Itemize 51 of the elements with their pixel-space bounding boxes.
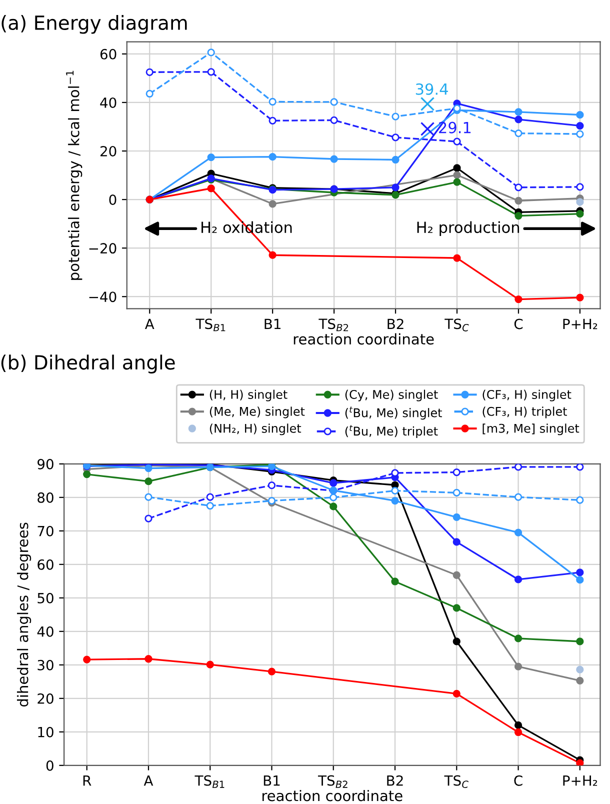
y-tick-label: 90 xyxy=(38,458,54,470)
y-tick-label: 50 xyxy=(38,592,54,604)
chart-title: (b) Dihedral angle xyxy=(1,354,175,374)
y-tick-label: 30 xyxy=(38,660,54,670)
y-tick-label: −40 xyxy=(89,292,116,302)
x-tick-label: R xyxy=(83,776,92,786)
legend-label: (Cy, Me) singlet xyxy=(345,390,438,402)
x-tick-label: P+H₂ xyxy=(563,318,598,330)
x-tick-label: B1 xyxy=(264,318,280,330)
chart-title: (a) Energy diagram xyxy=(2,14,187,34)
legend-label: (CF₃, H) singlet xyxy=(482,390,572,402)
y-axis-title: dihedral angles / degrees xyxy=(16,522,32,707)
legend-label: (Me, Me) singlet xyxy=(210,406,305,418)
x-tick-label: TS$_{B1}$ xyxy=(196,318,226,332)
y-tick-label: 20 xyxy=(100,146,116,156)
y-axis-title: potential energy / kcal mol$^{−1}$ xyxy=(66,70,82,280)
x-tick-label: A xyxy=(144,776,154,786)
legend-label: ($^{t}$Bu, Me) singlet xyxy=(345,406,442,420)
legend-label: (CF₃, H) triplet xyxy=(482,406,567,418)
legend-label: (H, H) singlet xyxy=(210,390,288,402)
x-tick-label: P+H₂ xyxy=(563,776,598,786)
annotation: 39.4 xyxy=(416,83,448,95)
x-tick-label: TS$_{B1}$ xyxy=(194,775,224,788)
annotation: H₂ production xyxy=(417,221,520,236)
x-axis-title: reaction coordinate xyxy=(262,790,402,802)
x-tick-label: TS$_{C}$ xyxy=(444,318,469,332)
y-tick-label: −20 xyxy=(89,243,116,254)
legend-label: (NH₂, H) singlet xyxy=(210,424,302,436)
y-tick-label: 0 xyxy=(46,760,54,771)
y-tick-label: 40 xyxy=(100,97,116,108)
x-tick-label: A xyxy=(144,318,154,330)
x-tick-label: TS$_{B2}$ xyxy=(318,318,348,332)
y-tick-label: 60 xyxy=(38,559,54,570)
x-tick-label: B2 xyxy=(387,775,403,786)
y-tick-label: 0 xyxy=(109,194,116,206)
y-tick-label: 40 xyxy=(37,626,54,637)
x-tick-label: B1 xyxy=(264,776,280,786)
x-tick-label: TS$_{C}$ xyxy=(444,775,468,788)
y-tick-label: 20 xyxy=(38,693,54,704)
x-tick-label: TS$_{B2}$ xyxy=(318,775,348,788)
x-tick-label: B2 xyxy=(388,318,404,330)
legend-label: ($^{t}$Bu, Me) triplet xyxy=(345,425,438,438)
x-tick-label: C xyxy=(514,318,523,330)
y-tick-label: 10 xyxy=(38,726,54,738)
y-tick-label: 80 xyxy=(38,492,54,503)
x-tick-label: C xyxy=(514,775,522,786)
annotation: 29.1 xyxy=(439,122,471,134)
legend-label: [m3, Me] singlet xyxy=(482,424,580,436)
x-axis-title: reaction coordinate xyxy=(294,333,434,345)
y-tick-label: 70 xyxy=(38,526,54,536)
y-tick-label: 60 xyxy=(100,48,116,60)
